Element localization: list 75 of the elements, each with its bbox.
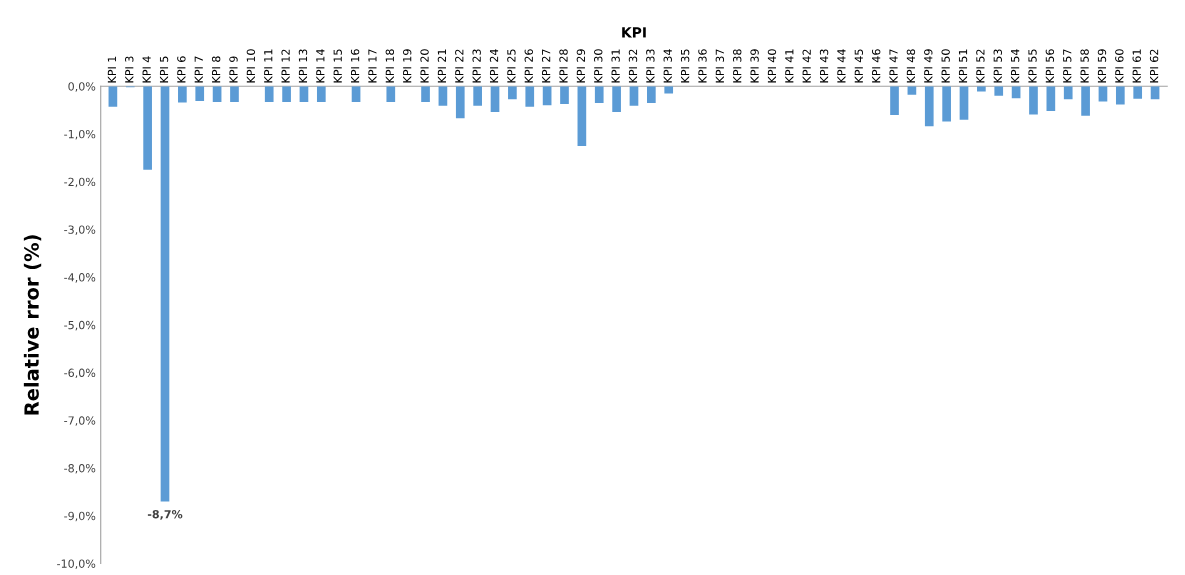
y-axis-title: Relative rror (%) <box>23 235 42 415</box>
x-tick-label: KPI 30 <box>594 49 603 83</box>
y-tick-label: -6,0% <box>64 368 96 379</box>
x-tick-label: KPI 24 <box>489 49 499 83</box>
x-tick-label: KPI 21 <box>437 49 446 83</box>
x-tick-label: KPI 46 <box>871 49 881 83</box>
x-tick-label: KPI 19 <box>402 49 412 83</box>
x-tick-label: KPI 50 <box>941 49 950 83</box>
x-tick-label: KPI 37 <box>715 49 725 83</box>
x-tick-label: KPI 8 <box>211 56 221 83</box>
x-tick-label: KPI 33 <box>646 49 655 83</box>
x-tick-label: KPI 47 <box>889 49 898 83</box>
x-tick-label: KPI 18 <box>385 49 395 83</box>
x-tick-label: KPI 55 <box>1028 49 1037 83</box>
x-tick-label: KPI 1 <box>107 56 116 83</box>
y-tick-label: 0,0% <box>68 82 96 92</box>
x-tick-label: KPI 44 <box>837 49 846 83</box>
y-tick-label: -9,0% <box>64 511 96 522</box>
x-tick-label: KPI 28 <box>559 49 568 83</box>
x-tick-label: KPI 56 <box>1045 49 1055 83</box>
y-tick-label: -1,0% <box>64 129 96 140</box>
x-tick-label: KPI 4 <box>142 56 151 83</box>
x-tick-label: KPI 7 <box>194 56 203 83</box>
x-tick-label: KPI 13 <box>298 49 308 83</box>
x-tick-label: KPI 9 <box>229 56 238 83</box>
x-tick-label: KPI 59 <box>1097 49 1107 83</box>
x-tick-label: KPI 5 <box>159 56 169 83</box>
x-tick-label: KPI 26 <box>524 49 533 83</box>
x-tick-label: KPI 54 <box>1011 49 1020 83</box>
y-tick-label: -3,0% <box>64 225 96 235</box>
x-axis-title: KPI <box>622 27 646 38</box>
x-tick-label: KPI 36 <box>698 49 707 83</box>
x-tick-label: KPI 14 <box>316 49 325 83</box>
x-tick-label: KPI 35 <box>680 49 690 83</box>
x-tick-label: KPI 40 <box>767 49 777 83</box>
x-tick-label: KPI 52 <box>976 49 985 83</box>
x-tick-label: KPI 41 <box>785 49 794 83</box>
x-tick-label: KPI 43 <box>819 49 829 83</box>
x-tick-label: KPI 39 <box>750 49 759 83</box>
x-tick-label: KPI 10 <box>246 49 256 83</box>
x-tick-label: KPI 32 <box>628 49 638 83</box>
x-tick-label: KPI 23 <box>472 49 481 83</box>
y-tick-label: -10,0% <box>57 559 96 570</box>
x-tick-label: KPI 22 <box>455 49 464 83</box>
y-tick-label: -7,0% <box>64 416 96 426</box>
x-tick-label: KPI 53 <box>993 49 1002 83</box>
x-tick-label: KPI 45 <box>854 49 864 83</box>
x-tick-label: KPI 62 <box>1149 49 1159 83</box>
x-tick-label: KPI 51 <box>958 49 968 83</box>
x-tick-label: KPI 34 <box>663 49 672 83</box>
x-tick-label: KPI 15 <box>333 49 342 83</box>
x-tick-label: KPI 6 <box>177 56 186 83</box>
x-tick-label: KPI 11 <box>264 49 273 83</box>
y-tick-label: -5,0% <box>64 320 96 331</box>
x-tick-label: KPI 20 <box>420 49 429 83</box>
x-tick-label: KPI 27 <box>541 49 551 83</box>
y-tick-label: -8,0% <box>64 464 96 474</box>
y-tick-label: -4,0% <box>64 273 96 283</box>
x-tick-label: KPI 17 <box>368 49 377 83</box>
y-tick-label: -2,0% <box>64 177 96 188</box>
x-tick-label: KPI 12 <box>281 49 290 83</box>
x-tick-label: KPI 57 <box>1063 49 1072 83</box>
x-tick-label: KPI 48 <box>906 49 916 83</box>
x-tick-label: KPI 31 <box>611 49 620 83</box>
x-tick-label: KPI 3 <box>125 56 134 83</box>
data-label: -8,7% <box>147 509 183 520</box>
x-tick-label: KPI 29 <box>576 49 586 83</box>
x-tick-label: KPI 16 <box>350 49 360 83</box>
x-tick-label: KPI 58 <box>1080 49 1089 83</box>
x-tick-label: KPI 38 <box>733 49 742 83</box>
x-tick-label: KPI 42 <box>802 49 811 83</box>
x-tick-label: KPI 49 <box>924 49 933 83</box>
x-tick-label: KPI 60 <box>1115 49 1124 83</box>
x-tick-label: KPI 61 <box>1132 49 1141 83</box>
x-tick-label: KPI 25 <box>507 49 516 83</box>
